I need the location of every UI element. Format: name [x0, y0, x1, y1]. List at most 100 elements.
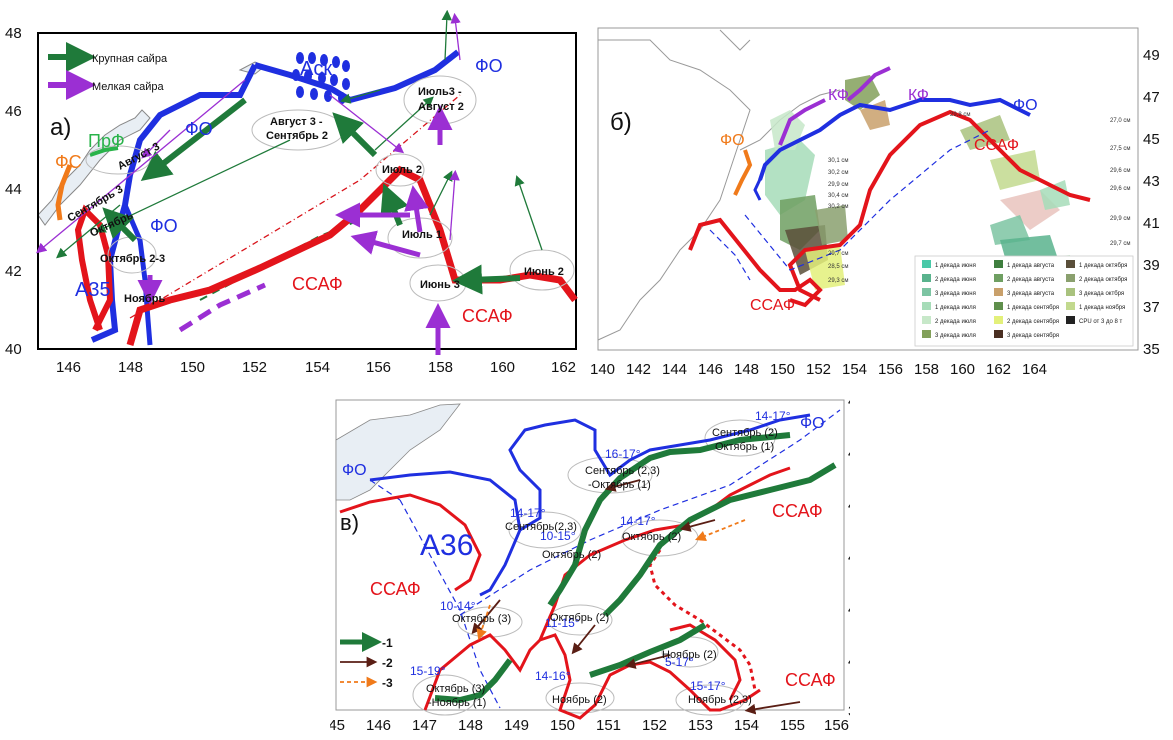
ssaf-front-se [669, 623, 742, 701]
ssaf-front-dotted [648, 549, 757, 691]
xtick: 150 [180, 359, 205, 376]
legend-swatch [922, 302, 931, 310]
legend-label: CPU от 3 до 8 т [1079, 319, 1122, 325]
xtick: 152 [242, 359, 267, 376]
ytick: 37 [1143, 299, 1160, 316]
ytick: 43 [1143, 173, 1160, 190]
panel-b: б) ФО КФ КФ ФО ССАФ ССАФ 27,0 см 27,5 см… [590, 0, 1173, 385]
size-label: 29,9 см [1110, 216, 1130, 222]
xtick: 160 [950, 361, 975, 378]
size-label: 29,8 см [950, 112, 970, 118]
ytick: 43 [848, 497, 850, 514]
size-label: 27,5 см [1110, 146, 1130, 152]
ytick: 35 [1143, 341, 1160, 358]
period-label: Октябрь (3) [452, 613, 511, 625]
land-mass [335, 403, 461, 501]
temp-label: 15-19° [410, 664, 446, 678]
period-label: Октябрь (2) [542, 549, 601, 561]
ytick: 47 [1143, 89, 1160, 106]
fo-front-west [90, 63, 258, 343]
legend-label: 1 декада сентября [1007, 305, 1059, 311]
legend-label: 3 декада октбря [1079, 291, 1124, 297]
ytick: 41 [1143, 215, 1160, 232]
label-iyun3: Июнь 3 [420, 279, 460, 291]
xtick: 146 [698, 361, 723, 378]
xtick: 158 [914, 361, 939, 378]
panel-c: -1 -2 -3 в) ФО ФО А36 ССАФ ССАФ ССАФ 14-… [320, 390, 865, 735]
legend-swatch [994, 274, 1003, 282]
xtick: 158 [428, 359, 453, 376]
period-label: -Октябрь (1) [588, 479, 651, 491]
legend-swatch [1066, 274, 1075, 282]
xtick: 153 [688, 717, 713, 734]
ytick: 45 [1143, 131, 1160, 148]
size-label: 29,6 см [1110, 168, 1130, 174]
legend-swatch [994, 302, 1003, 310]
ytick: 39 [1143, 257, 1160, 274]
period-label: Сентябрь (2) [712, 427, 778, 439]
ytick: 48 [5, 25, 22, 42]
xtick: 149 [504, 717, 529, 734]
period-label: -Ноябрь (1) [428, 697, 486, 709]
ssaf-front [787, 109, 1091, 302]
label-iyul3-line2: Август 2 [418, 101, 464, 113]
label-kf1: КФ [828, 87, 849, 104]
legend-label: 1 декада августа [1007, 263, 1055, 269]
xtick: 150 [770, 361, 795, 378]
label-fo-west: ФО [720, 132, 745, 149]
temp-label: 10-15° [540, 529, 576, 543]
coastline-kuril [37, 109, 151, 226]
legend2-label: -2 [382, 656, 393, 670]
legend-swatch [994, 260, 1003, 268]
xtick: 146 [366, 717, 391, 734]
xtick: 150 [550, 717, 575, 734]
period-label: Октябрь (1) [715, 441, 774, 453]
legend-swatch [922, 288, 931, 296]
plot-frame [37, 32, 577, 350]
size-label: 30,2 см [828, 170, 848, 176]
small-saury-thin-arrows [35, 12, 461, 254]
temp-label: 16-17° [605, 447, 641, 461]
panel-a-yticks: 48 46 44 42 40 [5, 25, 22, 358]
fs-front [55, 164, 73, 221]
temp-labels: 14-17° 16-17° 14-17° 10-15° 14-17° 10-14… [410, 409, 791, 693]
ssaf-front-west [339, 493, 482, 592]
period-label: Октябрь (2) [622, 531, 681, 543]
panel-c-yticks: 45 44 43 42 41 40 39 [848, 393, 865, 720]
small-saury-arrows [137, 105, 453, 355]
legend-label: 1 декада июля [935, 305, 976, 311]
panel-b-yticks: 49 47 45 43 41 39 37 35 [1143, 47, 1160, 358]
legend-swatch [1066, 260, 1075, 268]
legend-large-label: Крупная сайра [92, 53, 168, 65]
xtick: 147 [412, 717, 437, 734]
xtick: 154 [734, 717, 759, 734]
label-ssaf-se: ССАФ [785, 670, 836, 690]
large-saury-arrows [102, 97, 521, 295]
panel-a-xticks: 146 148 150 152 154 156 158 160 162 [56, 359, 576, 376]
fo-front-tail [753, 174, 764, 201]
ssaf-front-west [74, 204, 114, 332]
legend-swatch [922, 330, 931, 338]
label-fo-west: ФО [342, 462, 367, 479]
dashed-boundary-west [709, 229, 751, 281]
panel-b-tag: б) [610, 109, 632, 136]
kf-front-2 [846, 66, 891, 102]
panel-b-xticks: 140 142 144 146 148 150 152 154 156 158 … [590, 361, 1047, 378]
xtick: 156 [878, 361, 903, 378]
legend-label: 2 декада июня [935, 277, 976, 283]
period-label: Сентябрь (2,3) [585, 465, 660, 477]
panel-c-legend: -1 -2 -3 [340, 632, 393, 690]
legend1-label: -1 [382, 636, 393, 650]
coastline-mainland [597, 39, 751, 341]
xtick: 148 [118, 359, 143, 376]
period-label: Октябрь (3) [426, 683, 485, 695]
xtick: 162 [986, 361, 1011, 378]
size-label: 29,7 см [828, 251, 848, 257]
xtick: 146 [56, 359, 81, 376]
label-noyabr: Ноябрь [124, 293, 165, 305]
temp-label: 15-17° [690, 679, 726, 693]
xtick: 148 [734, 361, 759, 378]
label-ssaf-low: ССАФ [750, 297, 795, 314]
size-label: 27,0 см [1110, 118, 1130, 124]
xtick: 155 [780, 717, 805, 734]
